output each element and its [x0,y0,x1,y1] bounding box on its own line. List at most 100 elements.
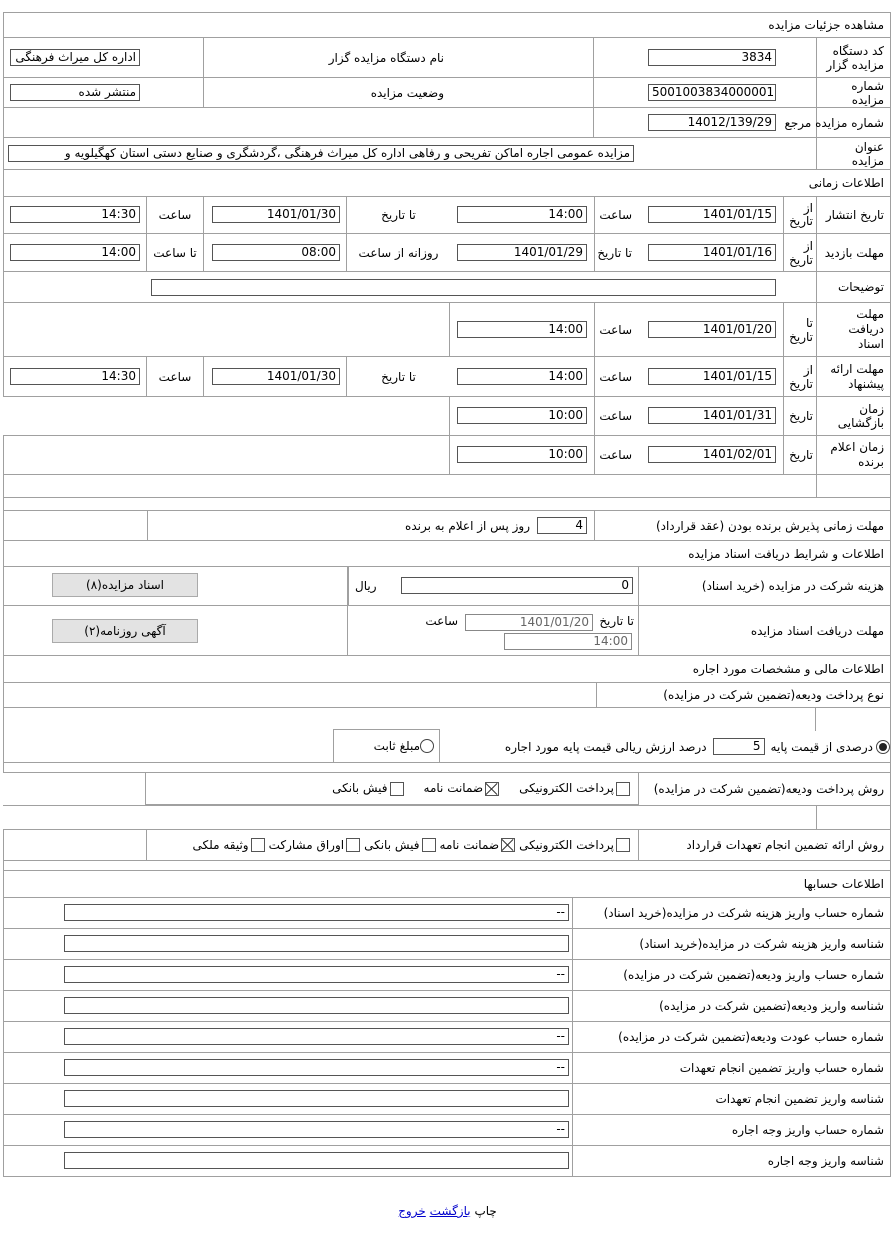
account-row: شناسه واریز ودیعه(تضمین شرکت در مزایده) [3,991,891,1022]
org-code-label: کد دستگاه مزایده گزار [826,43,884,72]
visit-to-date[interactable]: 1401/01/29 [457,244,587,261]
account-label: شماره حساب واریز هزینه شرکت در مزایده(خر… [603,906,884,920]
option-3[interactable]: اوراق مشارکت [269,838,362,853]
option-2[interactable]: فیش بانکی [364,838,437,853]
page-title-row: مشاهده جزئیات مزایده [3,12,891,38]
checkbox[interactable] [616,838,630,853]
offer-deadline-row: مهلت ارائه پیشنهاد از تاریخ 1401/01/15 س… [3,357,891,397]
option-1[interactable]: ضمانت نامه [424,781,502,796]
acceptance-row: مهلت زمانی پذیرش برنده بودن (عقد قرارداد… [3,511,891,541]
percent-field[interactable]: 5 [712,738,765,755]
account-field[interactable]: -- [64,1121,569,1138]
ref-number-field[interactable]: 14012/139/29 [648,114,776,131]
from-date-label: از تاریخ [789,201,813,228]
option-4[interactable]: وثیقه ملکی [193,838,267,853]
offer-to-time[interactable]: 14:30 [10,368,140,385]
publish-to-time[interactable]: 14:30 [10,206,140,223]
time-label: ساعت [425,614,458,628]
ref-number-row: شماره مزایده مرجع 14012/139/29 [3,108,891,138]
auction-number-field[interactable]: 5001003834000001 [648,84,776,101]
offer-from-time[interactable]: 14:00 [457,368,587,385]
time-label: ساعت [599,448,632,462]
option-label: اوراق مشارکت [268,837,345,852]
checkbox[interactable] [616,781,630,796]
checkbox[interactable] [485,781,500,796]
opening-row: زمان بازگشایی تاریخ 1401/01/31 ساعت 10:0… [3,397,891,436]
status-field[interactable]: منتشر شده [10,84,140,101]
visit-daily-to[interactable]: 14:00 [10,244,140,261]
option-label: وثیقه ملکی [192,837,249,852]
option-0[interactable]: پرداخت الکترونیکی [519,781,632,796]
offer-to-date[interactable]: 1401/01/30 [212,368,340,385]
account-field[interactable]: -- [64,1028,569,1045]
winner-date[interactable]: 1401/02/01 [648,446,776,463]
doc-cost-field[interactable]: 0 [401,577,633,594]
acceptance-days-field[interactable]: 4 [537,517,587,534]
checkbox[interactable] [421,838,436,853]
time-label: ساعت [158,369,192,384]
publish-to-date[interactable]: 1401/01/30 [212,206,340,223]
description-field[interactable] [151,279,776,296]
account-field[interactable]: -- [64,1059,569,1076]
account-field[interactable]: -- [64,904,569,921]
option-1[interactable]: ضمانت نامه [440,838,518,853]
account-field[interactable]: -- [64,966,569,983]
doc-deadline-row: مهلت دریافت اسناد مزایده تا تاریخ 1401/0… [3,606,891,656]
option-label: پرداخت الکترونیکی [519,781,614,796]
deposit-option-row: درصدی از قیمت پایه 5 درصد ارزش ریالی قیم… [3,708,891,763]
page-title: مشاهده جزئیات مزایده [768,18,884,32]
checkbox[interactable] [389,781,404,796]
doc-receive-date[interactable]: 1401/01/20 [648,321,776,338]
account-field[interactable] [64,1152,569,1169]
print-link[interactable]: چاپ [474,1204,497,1218]
account-field[interactable] [64,935,569,952]
doc-receive-time[interactable]: 14:00 [457,321,587,338]
visit-from-date[interactable]: 1401/01/16 [648,244,776,261]
visit-daily-from[interactable]: 08:00 [212,244,340,261]
footer-links: چاپ بازگشت خروج [0,1204,895,1218]
account-label: شماره حساب واریز تضمین انجام تعهدات [679,1061,884,1075]
winner-time[interactable]: 10:00 [457,446,587,463]
opening-time[interactable]: 10:00 [457,407,587,424]
description-label: توضیحات [837,280,884,294]
back-link[interactable]: بازگشت [429,1204,471,1218]
percent-radio[interactable] [876,739,890,754]
doc-deadline-time[interactable]: 14:00 [504,633,632,650]
fixed-amount-radio[interactable] [420,739,434,753]
checkbox[interactable] [346,838,361,853]
publish-date-row: تاریخ انتشار از تاریخ 1401/01/15 ساعت 14… [3,197,891,234]
account-row: شناسه واریز هزینه شرکت در مزایده(خرید اس… [3,929,891,960]
subject-field[interactable]: مزایده عمومی اجاره اماکن تفریحی و رفاهی … [8,145,634,162]
deposit-method-label: روش پرداخت ودیعه(تضمین شرکت در مزایده) [653,782,884,796]
publish-from-time[interactable]: 14:00 [457,206,587,223]
publish-from-date[interactable]: 1401/01/15 [648,206,776,223]
org-code-field[interactable]: 3834 [648,49,776,66]
org-name-field[interactable]: اداره کل میراث فرهنگی [10,49,140,66]
newspaper-ad-button[interactable]: آگهی روزنامه(۲) [52,619,198,643]
account-label: شماره حساب عودت ودیعه(تضمین شرکت در مزای… [618,1030,884,1044]
doc-cost-row: هزینه شرکت در مزایده (خرید اسناد) 0 ریال… [3,567,891,606]
status-label: وضعیت مزایده [370,85,444,100]
ref-number-label: شماره مزایده مرجع [784,115,884,130]
auction-documents-button[interactable]: اسناد مزایده(۸) [52,573,198,597]
exit-link[interactable]: خروج [398,1204,426,1218]
option-label: ضمانت نامه [423,781,484,796]
currency-label: ریال [355,579,377,593]
option-2[interactable]: فیش بانکی [332,781,405,796]
checkbox[interactable] [501,838,516,853]
opening-date[interactable]: 1401/01/31 [648,407,776,424]
offer-from-date[interactable]: 1401/01/15 [648,368,776,385]
checkbox[interactable] [250,838,265,853]
account-label: شماره حساب واریز ودیعه(تضمین شرکت در مزا… [623,968,884,982]
description-row: توضیحات [3,272,891,303]
account-field[interactable] [64,1090,569,1107]
option-0[interactable]: پرداخت الکترونیکی [519,838,632,853]
acceptance-suffix: روز پس از اعلام به برنده [405,518,530,533]
spacer-row [3,861,891,871]
subject-label: عنوان مزایده [851,139,884,168]
to-date-label: تا تاریخ [597,245,632,260]
doc-receive-row: مهلت دریافت اسناد تا تاریخ 1401/01/20 سا… [3,303,891,357]
guarantee-method-options: پرداخت الکترونیکی ضمانت نامه فیش بانکی اورا… [146,830,638,860]
doc-deadline-date[interactable]: 1401/01/20 [465,614,593,631]
account-field[interactable] [64,997,569,1014]
